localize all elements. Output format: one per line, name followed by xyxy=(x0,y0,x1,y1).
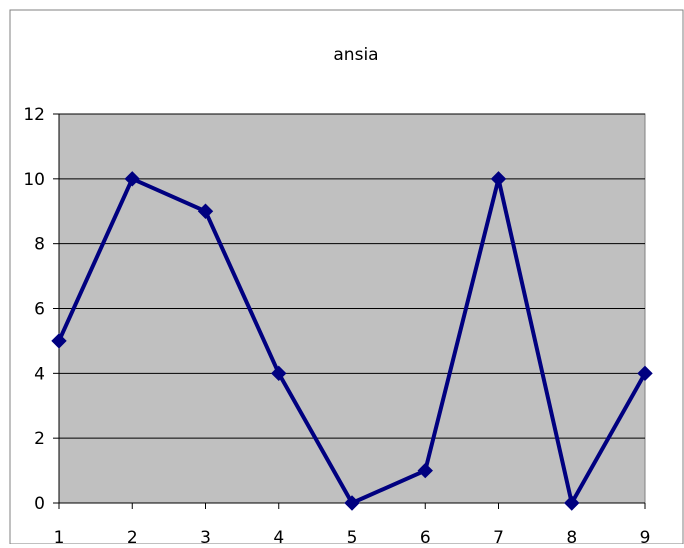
x-tick-label: 7 xyxy=(493,528,504,544)
data-point-marker xyxy=(637,365,653,382)
y-axis-ticks: 0 2 4 6 8 10 12 xyxy=(23,105,59,514)
x-tick-label: 6 xyxy=(420,528,431,544)
x-tick-label: 3 xyxy=(200,528,211,544)
data-point-marker xyxy=(51,333,67,349)
x-tick-label: 9 xyxy=(640,528,651,544)
x-tick-label: 8 xyxy=(566,528,577,544)
x-tick-label: 2 xyxy=(127,528,138,544)
data-point-marker xyxy=(124,171,140,187)
data-point-marker xyxy=(417,462,433,479)
y-tick-label: 8 xyxy=(34,235,45,255)
y-tick-label: 12 xyxy=(23,105,45,125)
data-markers xyxy=(51,171,653,511)
chart-title: ansia xyxy=(333,45,378,65)
data-point-marker xyxy=(490,171,507,187)
data-point-marker xyxy=(271,365,287,382)
x-tick-label: 1 xyxy=(54,528,65,544)
y-tick-label: 2 xyxy=(34,429,45,449)
gridlines xyxy=(59,113,645,439)
data-point-marker xyxy=(197,203,214,219)
y-tick-label: 4 xyxy=(34,364,45,384)
data-point-marker xyxy=(344,495,360,511)
x-tick-label: 5 xyxy=(347,528,358,544)
y-tick-label: 0 xyxy=(34,494,45,514)
data-point-marker xyxy=(564,495,580,511)
y-tick-label: 10 xyxy=(23,170,45,190)
y-tick-label: 6 xyxy=(34,300,45,320)
x-tick-label: 4 xyxy=(273,528,284,544)
